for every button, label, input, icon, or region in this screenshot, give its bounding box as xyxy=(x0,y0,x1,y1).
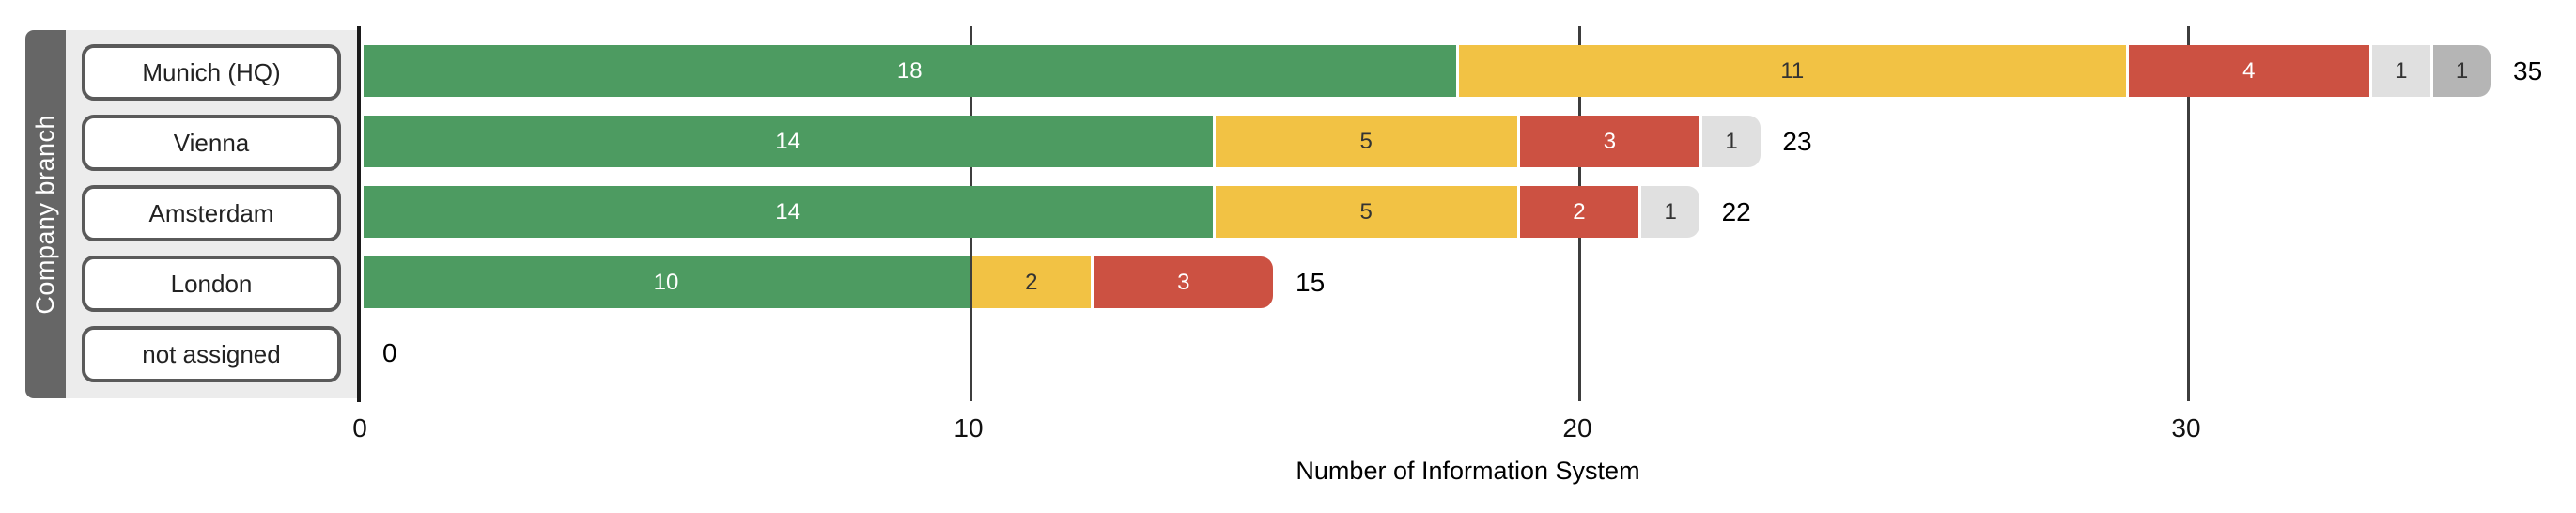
bar-segment-red[interactable]: 4 xyxy=(2128,45,2369,97)
bar-segment-green[interactable]: 18 xyxy=(363,45,1456,97)
bar-segment-red[interactable]: 2 xyxy=(1519,186,1639,238)
bar-segment-yellow[interactable]: 5 xyxy=(1215,186,1517,238)
x-axis-title: Number of Information System xyxy=(1296,457,1640,485)
y-axis-title: Company branch xyxy=(31,114,59,315)
bar-segment-green[interactable]: 10 xyxy=(363,256,970,308)
y-axis-title-strip: Company branch xyxy=(25,30,66,398)
x-tick-label-10: 10 xyxy=(954,413,984,443)
x-tick-label-30: 30 xyxy=(2171,413,2201,443)
gridline-x-30 xyxy=(2186,26,2190,401)
category-button-amsterdam[interactable]: Amsterdam xyxy=(82,185,341,241)
bar-segment-dark-gray[interactable]: 1 xyxy=(2432,45,2491,97)
bar-segment-light-gray[interactable]: 1 xyxy=(2371,45,2430,97)
bar-total-label: 35 xyxy=(2513,56,2543,86)
category-button-london[interactable]: London xyxy=(82,256,341,312)
category-button-not-assigned[interactable]: not assigned xyxy=(82,326,341,382)
category-button-vienna[interactable]: Vienna xyxy=(82,115,341,171)
x-tick-label-20: 20 xyxy=(1562,413,1592,443)
bar-segment-light-gray[interactable]: 1 xyxy=(1641,186,1700,238)
category-button-munich-hq-[interactable]: Munich (HQ) xyxy=(82,44,341,101)
bar-total-label: 15 xyxy=(1296,268,1326,297)
category-panel: Munich (HQ) Vienna Amsterdam London not assi… xyxy=(66,30,358,398)
bar-total-label: 0 xyxy=(382,338,397,367)
bar-total-label: 23 xyxy=(1782,127,1812,156)
bar-segment-light-gray[interactable]: 1 xyxy=(1702,116,1761,167)
bar-segment-green[interactable]: 14 xyxy=(363,116,1213,167)
bar-segment-green[interactable]: 14 xyxy=(363,186,1213,238)
bar-segment-yellow[interactable]: 5 xyxy=(1215,116,1517,167)
bar-segment-yellow[interactable]: 2 xyxy=(971,256,1092,308)
y-axis-line xyxy=(357,26,361,402)
bar-segment-red[interactable]: 3 xyxy=(1519,116,1700,167)
bar-segment-red[interactable]: 3 xyxy=(1094,256,1274,308)
x-tick-label-0: 0 xyxy=(352,413,367,443)
bar-segment-yellow[interactable]: 11 xyxy=(1458,45,2126,97)
bar-total-label: 22 xyxy=(1721,197,1751,226)
